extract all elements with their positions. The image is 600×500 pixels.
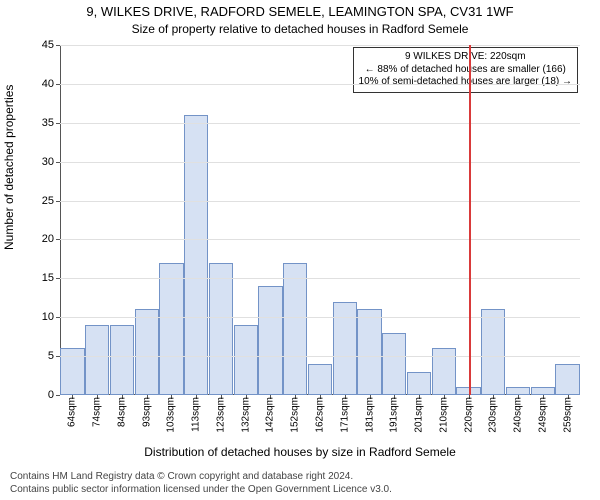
bar	[258, 286, 282, 395]
ytick-mark	[56, 239, 60, 240]
gridline	[60, 239, 580, 240]
bar	[159, 263, 183, 395]
xtick-label: 259sqm	[562, 397, 573, 433]
annotation-line: 9 WILKES DRIVE: 220sqm	[359, 51, 572, 64]
ytick-mark	[56, 201, 60, 202]
bar	[283, 263, 307, 395]
ytick-mark	[56, 45, 60, 46]
x-axis-label: Distribution of detached houses by size …	[0, 445, 600, 459]
ytick-label: 20	[30, 233, 54, 245]
ytick-mark	[56, 395, 60, 396]
highlight-line	[469, 45, 471, 395]
xtick-label: 181sqm	[364, 397, 375, 433]
gridline	[60, 201, 580, 202]
xtick-label: 240sqm	[513, 397, 524, 433]
gridline	[60, 356, 580, 357]
chart-title-sub: Size of property relative to detached ho…	[0, 22, 600, 36]
ytick-mark	[56, 317, 60, 318]
xtick-label: 132sqm	[240, 397, 251, 433]
ytick-label: 0	[30, 389, 54, 401]
licence-footer: Contains HM Land Registry data © Crown c…	[10, 471, 392, 496]
annotation-box: 9 WILKES DRIVE: 220sqm ← 88% of detached…	[353, 47, 578, 93]
bar	[234, 325, 258, 395]
figure-root: 9, WILKES DRIVE, RADFORD SEMELE, LEAMING…	[0, 0, 600, 500]
ytick-mark	[56, 278, 60, 279]
ytick-label: 30	[30, 156, 54, 168]
bar	[135, 309, 159, 395]
xtick-label: 210sqm	[438, 397, 449, 433]
ytick-mark	[56, 123, 60, 124]
bar	[308, 364, 332, 395]
xtick-label: 162sqm	[315, 397, 326, 433]
licence-line: Contains HM Land Registry data © Crown c…	[10, 471, 392, 484]
ytick-mark	[56, 84, 60, 85]
bar	[555, 364, 579, 395]
bar	[184, 115, 208, 395]
gridline	[60, 45, 580, 46]
xtick-label: 142sqm	[265, 397, 276, 433]
xtick-label: 171sqm	[339, 397, 350, 433]
xtick-label: 191sqm	[389, 397, 400, 433]
ytick-label: 40	[30, 78, 54, 90]
xtick-label: 84sqm	[116, 397, 127, 427]
gridline	[60, 123, 580, 124]
annotation-line: 10% of semi-detached houses are larger (…	[359, 76, 572, 89]
xtick-label: 152sqm	[290, 397, 301, 433]
ytick-label: 15	[30, 272, 54, 284]
xtick-label: 249sqm	[537, 397, 548, 433]
ytick-label: 10	[30, 311, 54, 323]
xtick-label: 93sqm	[141, 397, 152, 427]
bar	[382, 333, 406, 395]
xtick-label: 64sqm	[67, 397, 78, 427]
bar	[333, 302, 357, 395]
xtick-label: 220sqm	[463, 397, 474, 433]
gridline	[60, 84, 580, 85]
bar	[481, 309, 505, 395]
bar	[531, 387, 555, 395]
gridline	[60, 162, 580, 163]
xtick-label: 123sqm	[215, 397, 226, 433]
y-axis-label: Number of detached properties	[2, 85, 16, 250]
bar	[506, 387, 530, 395]
xtick-label: 103sqm	[166, 397, 177, 433]
xtick-label: 230sqm	[488, 397, 499, 433]
bars-layer	[60, 45, 580, 395]
chart-title-main: 9, WILKES DRIVE, RADFORD SEMELE, LEAMING…	[0, 4, 600, 19]
annotation-line: ← 88% of detached houses are smaller (16…	[359, 64, 572, 77]
ytick-label: 45	[30, 39, 54, 51]
ytick-label: 35	[30, 117, 54, 129]
xtick-label: 113sqm	[191, 397, 202, 432]
bar	[110, 325, 134, 395]
xtick-label: 74sqm	[92, 397, 103, 427]
gridline	[60, 317, 580, 318]
bar	[209, 263, 233, 395]
xtick-label: 201sqm	[414, 397, 425, 433]
plot-area: 9 WILKES DRIVE: 220sqm ← 88% of detached…	[60, 45, 580, 395]
gridline	[60, 278, 580, 279]
bar	[407, 372, 431, 395]
ytick-label: 5	[30, 350, 54, 362]
licence-line: Contains public sector information licen…	[10, 484, 392, 497]
bar	[85, 325, 109, 395]
ytick-label: 25	[30, 195, 54, 207]
ytick-mark	[56, 162, 60, 163]
bar	[357, 309, 381, 395]
ytick-mark	[56, 356, 60, 357]
